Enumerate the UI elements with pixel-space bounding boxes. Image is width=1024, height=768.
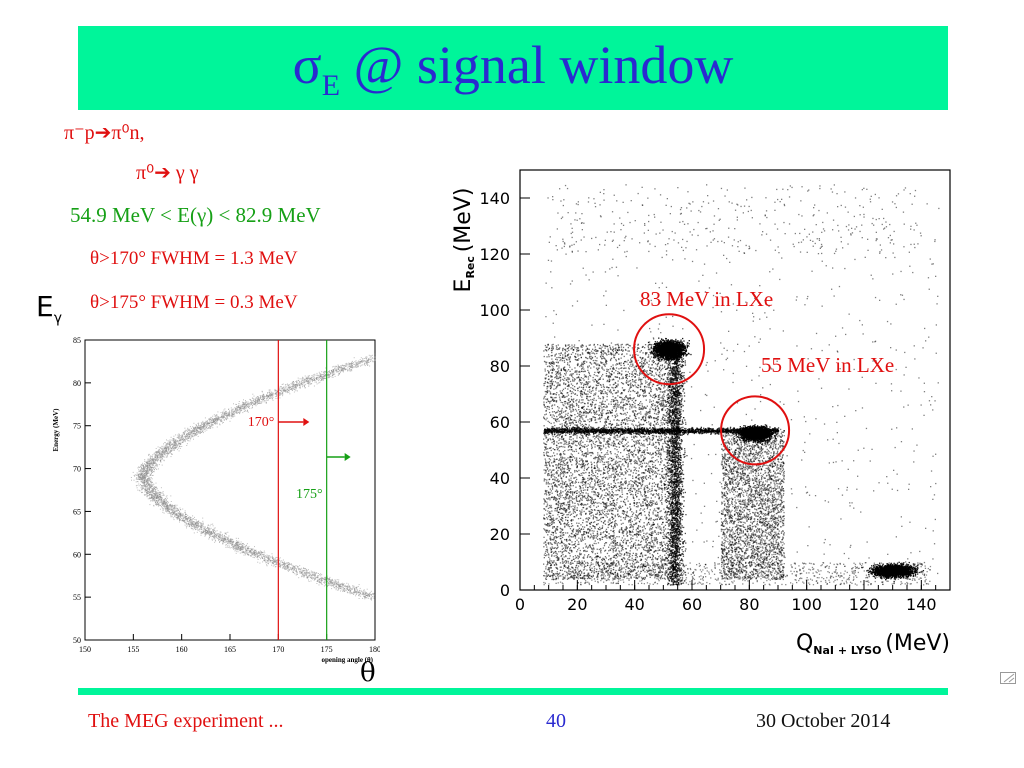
x-tick-label: 165	[224, 645, 236, 654]
y-tick-label: 140	[479, 189, 510, 208]
x-tick-label: 0	[515, 595, 525, 614]
plot-frame	[519, 169, 951, 591]
x-tick-label: 120	[849, 595, 880, 614]
y-tick-label: 40	[490, 469, 510, 488]
title-bar: σE @ signal window	[78, 26, 948, 110]
resize-handle-icon[interactable]	[1000, 672, 1016, 684]
x-tick-label: 140	[906, 595, 937, 614]
footer-title: The MEG experiment ...	[88, 710, 284, 733]
y-tick-label: 60	[73, 550, 81, 559]
energy-correlation-chart: 0 20 40 60 80 100 120 140 0 20 40 60 80 100 120 140 QNaI…	[451, 169, 951, 657]
y-axis-label: Energy (MeV)	[52, 408, 60, 452]
footer-divider	[78, 688, 948, 695]
cut-170-fwhm: θ>170° FWHM = 1.3 MeV	[90, 248, 298, 270]
data-band	[130, 353, 376, 601]
x-tick-label: 60	[682, 595, 702, 614]
x-tick-label: 40	[624, 595, 644, 614]
cut-label-170: 170°	[248, 415, 275, 430]
page-number: 40	[546, 710, 566, 733]
x-tick-label: 155	[127, 645, 139, 654]
x-tick-label: 20	[567, 595, 587, 614]
reaction-line-1: π⁻p➔π⁰n,	[64, 120, 145, 145]
y-tick-label: 50	[73, 636, 81, 645]
x-tick-label: 170	[272, 645, 284, 654]
y-tick-label: 120	[479, 245, 510, 264]
cluster-circle-55	[720, 395, 791, 466]
cluster-label-83: 83 MeV in LXe	[640, 287, 773, 311]
y-tick-label: 85	[73, 336, 81, 345]
plot-frame	[84, 339, 376, 641]
x-tick-label: 150	[79, 645, 91, 654]
y-tick-label: 55	[73, 593, 81, 602]
energy-range: 54.9 MeV < E(γ) < 82.9 MeV	[70, 203, 321, 228]
y-tick-label: 60	[490, 413, 510, 432]
scatter-points	[543, 184, 940, 586]
x-tick-label: 160	[176, 645, 188, 654]
y-tick-label: 70	[73, 465, 81, 474]
y-axis-label: ERec (MeV)	[451, 188, 477, 293]
x-axis-label: QNaI + LYSO (MeV)	[796, 631, 950, 657]
y-tick-label: 100	[479, 301, 510, 320]
cut-175-fwhm: θ>175° FWHM = 0.3 MeV	[90, 292, 298, 314]
y-tick-label: 65	[73, 507, 81, 516]
y-tick-label: 0	[500, 581, 510, 600]
x-tick-label: 100	[791, 595, 822, 614]
cut-arrowhead-175	[344, 453, 351, 461]
y-tick-label: 75	[73, 422, 81, 431]
opening-angle-chart: 150 155 160 165 170 175 180 50 55 60 65 70 75 80 85 Ene…	[52, 336, 380, 664]
y-tick-label: 20	[490, 525, 510, 544]
footer-date: 30 October 2014	[756, 710, 890, 733]
y-tick-label: 80	[490, 357, 510, 376]
x-tick-label: 180	[369, 645, 380, 654]
cut-arrowhead-170	[303, 418, 310, 426]
slide-title: σE @ signal window	[293, 34, 734, 103]
x-axis-label: opening angle (θ)	[322, 656, 374, 664]
cluster-circle-83	[633, 313, 706, 386]
cluster-label-55: 55 MeV in LXe	[761, 353, 894, 377]
y-tick-label: 80	[73, 379, 81, 388]
x-tick-label: 175	[321, 645, 333, 654]
theta-symbol: θ	[360, 658, 376, 688]
reaction-line-2: π⁰➔ γ γ	[136, 160, 199, 185]
e-gamma-symbol: Eγ	[36, 290, 62, 327]
cut-label-175: 175°	[296, 487, 323, 502]
x-tick-label: 80	[739, 595, 759, 614]
